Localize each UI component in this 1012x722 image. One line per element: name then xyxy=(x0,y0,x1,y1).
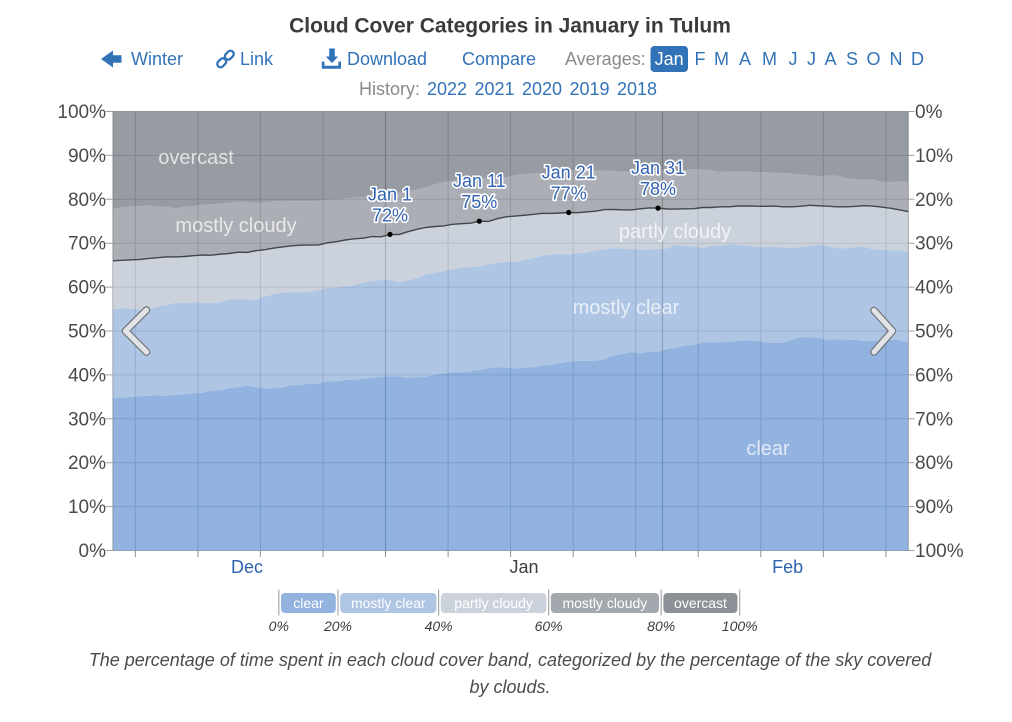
svg-text:overcast: overcast xyxy=(158,147,234,169)
svg-text:72%: 72% xyxy=(372,205,408,225)
svg-text:70%: 70% xyxy=(68,234,106,255)
svg-text:M: M xyxy=(714,49,729,69)
svg-text:Link: Link xyxy=(240,49,274,69)
svg-text:Cloud Cover Categories in Janu: Cloud Cover Categories in January in Tul… xyxy=(289,15,731,38)
svg-text:overcast: overcast xyxy=(674,595,727,611)
svg-text:75%: 75% xyxy=(461,192,497,212)
svg-text:10%: 10% xyxy=(915,146,953,167)
svg-text:2021: 2021 xyxy=(475,79,515,99)
svg-text:Dec: Dec xyxy=(231,557,263,577)
svg-text:J: J xyxy=(789,49,798,69)
svg-text:Jan 31: Jan 31 xyxy=(631,158,685,178)
svg-text:History:: History: xyxy=(359,79,420,99)
svg-text:80%: 80% xyxy=(647,618,675,634)
svg-text:partly cloudy: partly cloudy xyxy=(619,221,731,243)
svg-text:2020: 2020 xyxy=(522,79,562,99)
svg-text:80%: 80% xyxy=(915,453,953,474)
svg-text:partly cloudy: partly cloudy xyxy=(454,595,533,611)
svg-text:2018: 2018 xyxy=(617,79,657,99)
svg-text:70%: 70% xyxy=(915,409,953,430)
svg-text:60%: 60% xyxy=(68,278,106,299)
svg-text:90%: 90% xyxy=(68,146,106,167)
svg-text:D: D xyxy=(911,49,924,69)
svg-text:mostly cloudy: mostly cloudy xyxy=(175,215,296,237)
svg-text:60%: 60% xyxy=(535,618,563,634)
svg-text:90%: 90% xyxy=(915,497,953,518)
svg-text:20%: 20% xyxy=(915,190,953,211)
svg-text:clear: clear xyxy=(746,438,790,460)
svg-text:A: A xyxy=(824,49,836,69)
svg-text:40%: 40% xyxy=(915,278,953,299)
svg-text:2019: 2019 xyxy=(570,79,610,99)
svg-text:0%: 0% xyxy=(79,541,107,562)
svg-text:clear: clear xyxy=(293,595,324,611)
svg-text:The percentage of time spent i: The percentage of time spent in each clo… xyxy=(89,650,933,670)
svg-text:A: A xyxy=(739,49,751,69)
svg-text:Averages:: Averages: xyxy=(565,49,646,69)
svg-text:Jan: Jan xyxy=(655,49,684,69)
svg-text:50%: 50% xyxy=(915,322,953,343)
svg-text:30%: 30% xyxy=(68,409,106,430)
svg-text:0%: 0% xyxy=(915,102,943,123)
svg-text:77%: 77% xyxy=(551,184,587,204)
svg-text:Feb: Feb xyxy=(772,557,803,577)
svg-text:Compare: Compare xyxy=(462,49,536,69)
svg-text:50%: 50% xyxy=(68,322,106,343)
svg-text:N: N xyxy=(890,49,903,69)
svg-text:40%: 40% xyxy=(68,365,106,386)
svg-text:Download: Download xyxy=(347,49,427,69)
svg-text:mostly clear: mostly clear xyxy=(351,595,426,611)
svg-text:O: O xyxy=(866,49,880,69)
svg-text:S: S xyxy=(846,49,858,69)
svg-text:Winter: Winter xyxy=(131,49,183,69)
svg-text:Jan 1: Jan 1 xyxy=(368,184,412,204)
svg-text:F: F xyxy=(695,49,706,69)
svg-text:J: J xyxy=(807,49,816,69)
svg-text:60%: 60% xyxy=(915,365,953,386)
svg-text:100%: 100% xyxy=(722,618,758,634)
svg-text:0%: 0% xyxy=(269,618,289,634)
svg-text:40%: 40% xyxy=(425,618,453,634)
svg-text:mostly clear: mostly clear xyxy=(573,297,680,319)
svg-text:100%: 100% xyxy=(57,102,106,123)
svg-text:20%: 20% xyxy=(68,453,106,474)
svg-text:Jan 11: Jan 11 xyxy=(453,171,506,191)
svg-text:80%: 80% xyxy=(68,190,106,211)
svg-text:Jan: Jan xyxy=(509,557,538,577)
svg-text:20%: 20% xyxy=(323,618,352,634)
svg-text:78%: 78% xyxy=(640,179,676,199)
svg-text:100%: 100% xyxy=(915,541,964,562)
svg-text:30%: 30% xyxy=(915,234,953,255)
svg-text:by clouds.: by clouds. xyxy=(469,677,550,697)
svg-text:mostly cloudy: mostly cloudy xyxy=(562,595,647,611)
svg-text:Jan 21: Jan 21 xyxy=(542,163,596,183)
svg-text:M: M xyxy=(762,49,777,69)
svg-text:2022: 2022 xyxy=(427,79,467,99)
svg-text:10%: 10% xyxy=(68,497,106,518)
